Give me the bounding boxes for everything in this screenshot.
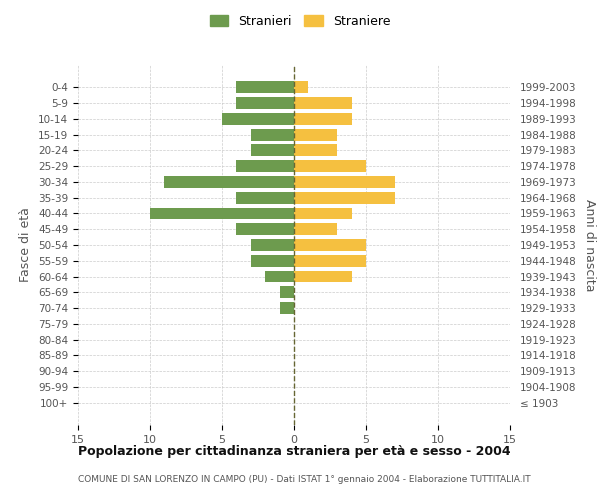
Bar: [251, 128, 294, 140]
Bar: [164, 176, 294, 188]
Bar: [265, 270, 294, 282]
Y-axis label: Fasce di età: Fasce di età: [19, 208, 32, 282]
Text: Popolazione per cittadinanza straniera per età e sesso - 2004: Popolazione per cittadinanza straniera p…: [78, 445, 511, 458]
Bar: [236, 160, 294, 172]
Bar: [294, 97, 352, 109]
Bar: [251, 255, 294, 266]
Y-axis label: Anni di nascita: Anni di nascita: [583, 198, 596, 291]
Bar: [294, 270, 352, 282]
Bar: [294, 128, 337, 140]
Bar: [294, 239, 366, 251]
Bar: [294, 192, 395, 203]
Bar: [294, 144, 337, 156]
Bar: [251, 144, 294, 156]
Text: COMUNE DI SAN LORENZO IN CAMPO (PU) - Dati ISTAT 1° gennaio 2004 - Elaborazione : COMUNE DI SAN LORENZO IN CAMPO (PU) - Da…: [78, 475, 530, 484]
Bar: [294, 113, 352, 124]
Bar: [236, 82, 294, 93]
Bar: [294, 208, 352, 220]
Bar: [251, 239, 294, 251]
Bar: [294, 82, 308, 93]
Bar: [280, 286, 294, 298]
Bar: [236, 192, 294, 203]
Legend: Stranieri, Straniere: Stranieri, Straniere: [206, 11, 394, 32]
Bar: [294, 176, 395, 188]
Bar: [294, 255, 366, 266]
Bar: [222, 113, 294, 124]
Bar: [294, 160, 366, 172]
Bar: [236, 97, 294, 109]
Bar: [236, 224, 294, 235]
Bar: [280, 302, 294, 314]
Bar: [150, 208, 294, 220]
Bar: [294, 224, 337, 235]
